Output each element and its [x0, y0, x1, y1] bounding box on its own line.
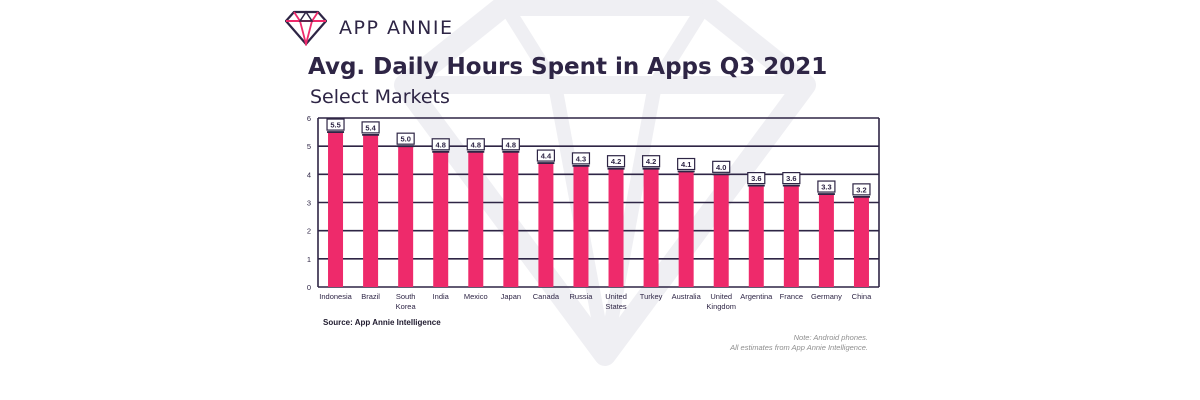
data-label: 5.5 — [330, 121, 340, 130]
chart-subtitle: Select Markets — [310, 86, 450, 108]
data-label: 4.2 — [646, 157, 656, 166]
x-tick-label: South — [396, 292, 416, 301]
bar — [398, 146, 414, 287]
data-label: 4.8 — [506, 140, 516, 149]
data-label-box — [431, 138, 450, 151]
data-label: 4.0 — [716, 163, 726, 172]
y-tick-label: 6 — [307, 114, 311, 123]
x-tick-label: Kingdom — [706, 302, 736, 311]
x-tick-label: Germany — [811, 292, 842, 301]
diamond-icon — [285, 10, 327, 46]
data-label-box — [817, 180, 836, 193]
x-tick-label: Argentina — [740, 292, 773, 301]
x-tick-label: United — [710, 292, 732, 301]
data-label-box — [606, 155, 626, 168]
x-tick-label: United — [605, 292, 627, 301]
data-label-box — [536, 149, 556, 162]
data-label: 4.1 — [681, 160, 691, 169]
y-tick-label: 5 — [307, 142, 311, 151]
data-label: 4.3 — [576, 154, 586, 163]
bar — [818, 194, 834, 287]
data-label-box — [677, 157, 696, 171]
y-tick-label: 2 — [307, 227, 311, 236]
bar — [713, 174, 729, 287]
y-tick-label: 0 — [307, 283, 311, 292]
data-label-box — [466, 138, 485, 151]
bar — [433, 151, 449, 287]
data-label: 3.6 — [751, 174, 761, 183]
bar — [678, 171, 694, 287]
data-label: 4.4 — [541, 152, 552, 161]
bar — [538, 163, 554, 287]
x-tick-label: China — [852, 292, 872, 301]
x-tick-label: Japan — [501, 292, 521, 301]
bar — [363, 134, 379, 287]
brand-name: APP ANNIE — [339, 17, 454, 39]
bar — [608, 168, 624, 287]
footnote-line-1: Note: Android phones. — [793, 333, 868, 342]
chart-title: Avg. Daily Hours Spent in Apps Q3 2021 — [308, 54, 828, 80]
data-label: 5.4 — [365, 123, 376, 132]
bar — [783, 185, 799, 287]
data-label-box — [782, 172, 801, 185]
data-label: 4.2 — [611, 157, 621, 166]
x-tick-label: Indonesia — [319, 292, 352, 301]
footnote-line-2: All estimates from App Annie Intelligenc… — [730, 343, 868, 352]
data-label-box — [361, 121, 380, 134]
data-label-box — [571, 152, 591, 165]
bar — [468, 151, 484, 287]
x-tick-label: Mexico — [464, 292, 488, 301]
x-tick-label: Russia — [570, 292, 594, 301]
data-label: 4.8 — [471, 140, 481, 149]
data-label-box — [326, 118, 345, 131]
bar — [643, 168, 659, 287]
y-tick-label: 1 — [307, 255, 311, 264]
data-label-box — [501, 138, 520, 151]
x-tick-label: Turkey — [640, 292, 663, 301]
data-label: 4.8 — [436, 140, 446, 149]
x-tick-label: Australia — [672, 292, 702, 301]
y-tick-label: 4 — [307, 170, 311, 179]
y-tick-label: 3 — [307, 199, 311, 208]
bar — [328, 132, 344, 287]
data-label: 3.6 — [786, 174, 796, 183]
data-label: 5.0 — [400, 135, 410, 144]
brand-logo: APP ANNIE — [285, 10, 453, 46]
bar — [503, 151, 519, 287]
data-label-box — [712, 160, 731, 173]
data-label: 3.2 — [856, 185, 866, 194]
x-tick-label: France — [780, 292, 803, 301]
footnote: Note: Android phones. All estimates from… — [730, 333, 868, 353]
data-label-box — [747, 172, 766, 185]
bar — [573, 165, 589, 287]
source-note: Source: App Annie Intelligence — [323, 318, 441, 327]
data-label-box — [852, 183, 871, 196]
x-tick-label: Brazil — [361, 292, 380, 301]
x-tick-label: States — [605, 302, 627, 311]
x-tick-label: Canada — [533, 292, 560, 301]
bar — [853, 196, 869, 287]
x-tick-label: Korea — [396, 302, 417, 311]
bar — [748, 185, 764, 287]
x-tick-label: India — [433, 292, 450, 301]
data-label-box — [396, 132, 415, 145]
data-label-box — [641, 155, 661, 168]
data-label: 3.3 — [821, 183, 831, 192]
